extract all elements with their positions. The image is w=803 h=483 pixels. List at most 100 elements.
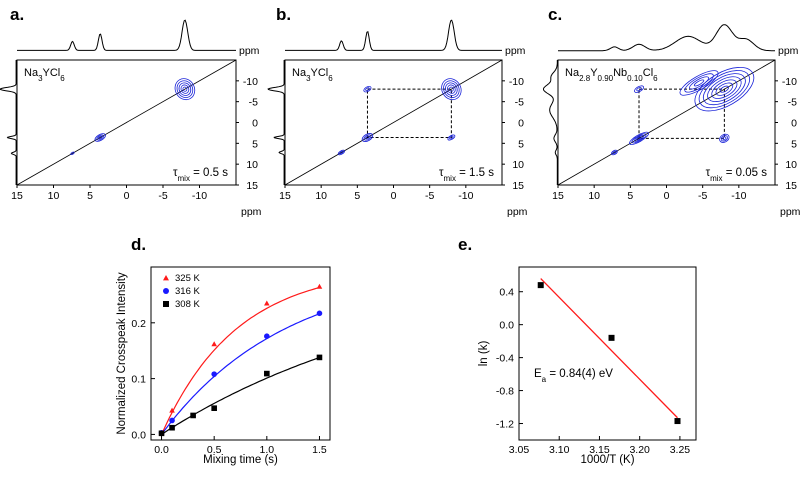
diagonal-line (557, 59, 776, 186)
data-point-square (264, 370, 270, 377)
diagonal-peak-contour (711, 79, 738, 99)
diagonal-peak-contour (94, 133, 106, 142)
x-tick-label: 10 (588, 190, 600, 202)
x-tick-label: 15 (11, 190, 23, 202)
data-point-square (163, 301, 169, 307)
y-tick-label: 15 (785, 180, 797, 192)
x-tick-label: 5 (354, 190, 360, 202)
data-point-square (211, 405, 217, 411)
diagonal-peak-contour (719, 85, 729, 93)
panel-title: a. (10, 5, 24, 24)
y-tick-label: 0.1 (131, 374, 146, 386)
y-tick-label: -5 (515, 97, 524, 109)
y-tick-label: 5 (791, 138, 797, 150)
y-tick-label: -10 (243, 76, 258, 88)
cross-peak-contour (722, 136, 727, 141)
diagonal-peak-contour (98, 135, 103, 140)
left-projection-spectrum (543, 60, 558, 185)
y-axis-label: ln (k) (478, 341, 490, 367)
diagonal-peak-contour (636, 136, 642, 141)
y-tick-label: 0 (252, 118, 258, 130)
data-point-square (190, 412, 196, 419)
diagonal-peak-contour (365, 135, 370, 140)
x-tick-label: 0.5 (207, 444, 222, 456)
data-point-circle (264, 333, 270, 340)
x-tick-label: 3.05 (509, 444, 530, 456)
y-tick-label: 0 (791, 118, 797, 130)
x-tick-label: -10 (731, 190, 746, 202)
diagonal-peak-contour (441, 78, 462, 101)
cross-peak-contour (719, 133, 730, 143)
diagonal-peak-contour (629, 131, 649, 145)
diagonal-peak-contour (337, 149, 346, 156)
y-tick-label: -10 (782, 76, 797, 88)
y-axis-label: Normalized Crosspeak Intensity (116, 272, 128, 435)
cross-peak-contour (449, 135, 454, 140)
plot-frame (150, 266, 331, 441)
data-point-square (316, 354, 323, 361)
y-tick-label: 15 (512, 180, 524, 192)
data-point-square (169, 424, 175, 431)
cross-peak-contour (365, 87, 370, 91)
compound-label: Na3YCl6 (24, 67, 65, 83)
x-tick-label: 0 (124, 190, 130, 202)
activation-energy-label: Ea = 0.84(4) eV (534, 368, 613, 384)
diagonal-peak-contour (70, 151, 75, 155)
x-tick-label: 3.15 (589, 444, 610, 456)
panel-title: c. (548, 5, 562, 24)
diagonal-peak-contour (693, 79, 705, 87)
mixing-time-label: τmix = 1.5 s (439, 167, 494, 183)
panel-title: e. (458, 235, 472, 254)
legend-label: 325 K (175, 273, 200, 284)
x-tick-label: -5 (698, 190, 707, 202)
x-tick-label: 3.25 (670, 444, 691, 456)
diagonal-peak-contour (445, 82, 458, 96)
compound-label: Na3YCl6 (292, 67, 333, 83)
cross-peak-contour (363, 85, 372, 93)
diagonal-line (16, 59, 237, 186)
top-projection-spectrum (558, 24, 775, 52)
legend-label: 316 K (175, 286, 200, 297)
diagonal-peak-contour (363, 134, 372, 141)
diagonal-peak-contour (631, 133, 647, 144)
y-tick-label: 10 (246, 159, 258, 171)
diagonal-peak-contour (449, 86, 454, 92)
diagonal-peak-contour (443, 80, 460, 98)
mixing-time-label: τmix = 0.5 s (173, 167, 228, 183)
diagonal-peak-contour (707, 76, 742, 102)
data-point-circle (316, 310, 323, 317)
panel-title: b. (276, 5, 291, 24)
diagonal-peak-contour (633, 134, 645, 142)
y-tick-label: 5 (252, 138, 258, 150)
y-tick-label: 0.0 (131, 429, 146, 441)
x-unit-label: ppm (507, 206, 528, 218)
data-point-triangle (169, 407, 175, 413)
panel-a: a. 15 10 5 0 -5 -10 -10 -5 0 5 10 15 ppm ppm Na3YCl6 τmi… (0, 5, 262, 218)
x-unit-label: ppm (780, 206, 801, 218)
diagonal-peak-contour (176, 80, 194, 98)
data-point-triangle (316, 283, 323, 289)
diagonal-peak-contour (702, 73, 746, 106)
cross-peak-contour (636, 87, 642, 92)
y-tick-label: -0.4 (496, 353, 514, 365)
x-tick-label: 15 (552, 190, 564, 202)
diagonal-peak-contour (180, 84, 190, 94)
y-tick-label: 0.2 (131, 318, 146, 330)
plot-frame (518, 266, 697, 441)
x-tick-label: -5 (158, 190, 167, 202)
diagonal-peak-contour (339, 150, 344, 155)
top-projection-spectrum (17, 19, 236, 51)
x-tick-label: -5 (425, 190, 434, 202)
x-tick-label: -10 (192, 190, 207, 202)
y-tick-label: 10 (785, 159, 797, 171)
fit-curve (161, 313, 320, 435)
mixing-time-label: τmix = 0.05 s (706, 167, 768, 183)
panel-title: d. (131, 235, 146, 254)
fit-curve (160, 286, 320, 435)
diagonal-peak-contour (178, 82, 192, 96)
panel-c: c. 15 10 5 0 -5 -10 -10 -5 0 5 10 15 ppm ppm Na2.8Y0.90… (543, 5, 801, 218)
x-tick-label: 0.0 (154, 444, 169, 456)
fit-curve (161, 356, 320, 435)
legend-label: 308 K (175, 299, 200, 310)
